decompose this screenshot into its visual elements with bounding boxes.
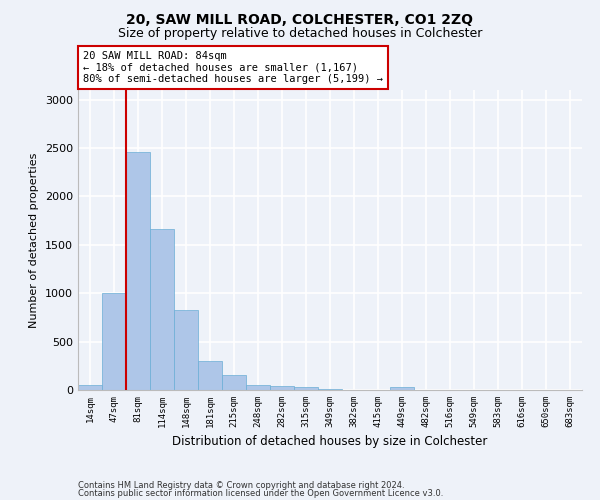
Bar bbox=[102, 293, 126, 390]
Bar bbox=[150, 230, 174, 390]
Text: 20 SAW MILL ROAD: 84sqm
← 18% of detached houses are smaller (1,167)
80% of semi: 20 SAW MILL ROAD: 84sqm ← 18% of detache… bbox=[83, 51, 383, 84]
Bar bbox=[318, 388, 342, 390]
Y-axis label: Number of detached properties: Number of detached properties bbox=[29, 152, 40, 328]
X-axis label: Distribution of detached houses by size in Colchester: Distribution of detached houses by size … bbox=[172, 436, 488, 448]
Bar bbox=[198, 361, 222, 390]
Text: Contains public sector information licensed under the Open Government Licence v3: Contains public sector information licen… bbox=[78, 488, 443, 498]
Text: Contains HM Land Registry data © Crown copyright and database right 2024.: Contains HM Land Registry data © Crown c… bbox=[78, 481, 404, 490]
Bar bbox=[390, 387, 414, 390]
Bar bbox=[78, 384, 102, 390]
Bar bbox=[222, 376, 246, 390]
Text: 20, SAW MILL ROAD, COLCHESTER, CO1 2ZQ: 20, SAW MILL ROAD, COLCHESTER, CO1 2ZQ bbox=[127, 12, 473, 26]
Bar bbox=[126, 152, 150, 390]
Bar bbox=[294, 387, 318, 390]
Bar bbox=[174, 310, 198, 390]
Text: Size of property relative to detached houses in Colchester: Size of property relative to detached ho… bbox=[118, 28, 482, 40]
Bar bbox=[246, 384, 270, 390]
Bar bbox=[270, 386, 294, 390]
